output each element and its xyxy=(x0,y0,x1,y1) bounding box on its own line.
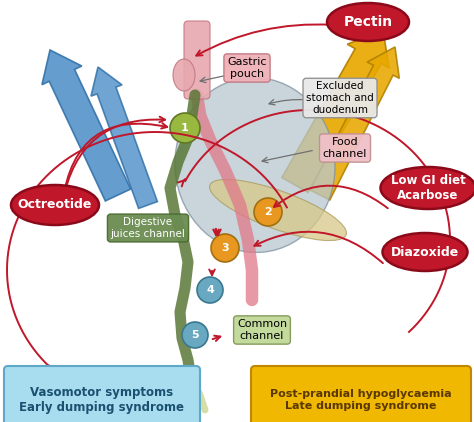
FancyBboxPatch shape xyxy=(4,366,200,422)
Text: 1: 1 xyxy=(181,123,189,133)
Text: 2: 2 xyxy=(264,207,272,217)
Circle shape xyxy=(254,198,282,226)
Circle shape xyxy=(197,277,223,303)
Text: Common
channel: Common channel xyxy=(237,319,287,341)
Text: Digestive
juices channel: Digestive juices channel xyxy=(110,217,185,239)
FancyBboxPatch shape xyxy=(184,21,210,99)
Ellipse shape xyxy=(173,59,195,91)
Text: Low GI diet
Acarbose: Low GI diet Acarbose xyxy=(391,174,465,202)
Circle shape xyxy=(211,234,239,262)
Text: Gastric
pouch: Gastric pouch xyxy=(227,57,267,79)
FancyArrow shape xyxy=(42,50,131,201)
Ellipse shape xyxy=(175,78,335,252)
Circle shape xyxy=(182,322,208,348)
Ellipse shape xyxy=(210,179,346,241)
Text: 5: 5 xyxy=(191,330,199,340)
Text: Excluded
stomach and
duodenum: Excluded stomach and duodenum xyxy=(306,81,374,115)
Text: Pectin: Pectin xyxy=(344,15,392,29)
Ellipse shape xyxy=(11,185,99,225)
Ellipse shape xyxy=(381,167,474,209)
Circle shape xyxy=(170,113,200,143)
Text: 3: 3 xyxy=(221,243,229,253)
FancyArrow shape xyxy=(91,67,157,208)
Text: 4: 4 xyxy=(206,285,214,295)
Text: Food
channel: Food channel xyxy=(323,137,367,159)
Text: Octreotide: Octreotide xyxy=(18,198,92,211)
Ellipse shape xyxy=(327,3,409,41)
Ellipse shape xyxy=(383,233,467,271)
FancyArrow shape xyxy=(310,47,399,200)
Text: Vasomotor symptoms
Early dumping syndrome: Vasomotor symptoms Early dumping syndrom… xyxy=(19,386,184,414)
Text: Post-prandial hypoglycaemia
Late dumping syndrome: Post-prandial hypoglycaemia Late dumping… xyxy=(270,389,452,411)
FancyBboxPatch shape xyxy=(251,366,471,422)
Text: Diazoxide: Diazoxide xyxy=(391,246,459,259)
FancyArrow shape xyxy=(282,30,389,192)
